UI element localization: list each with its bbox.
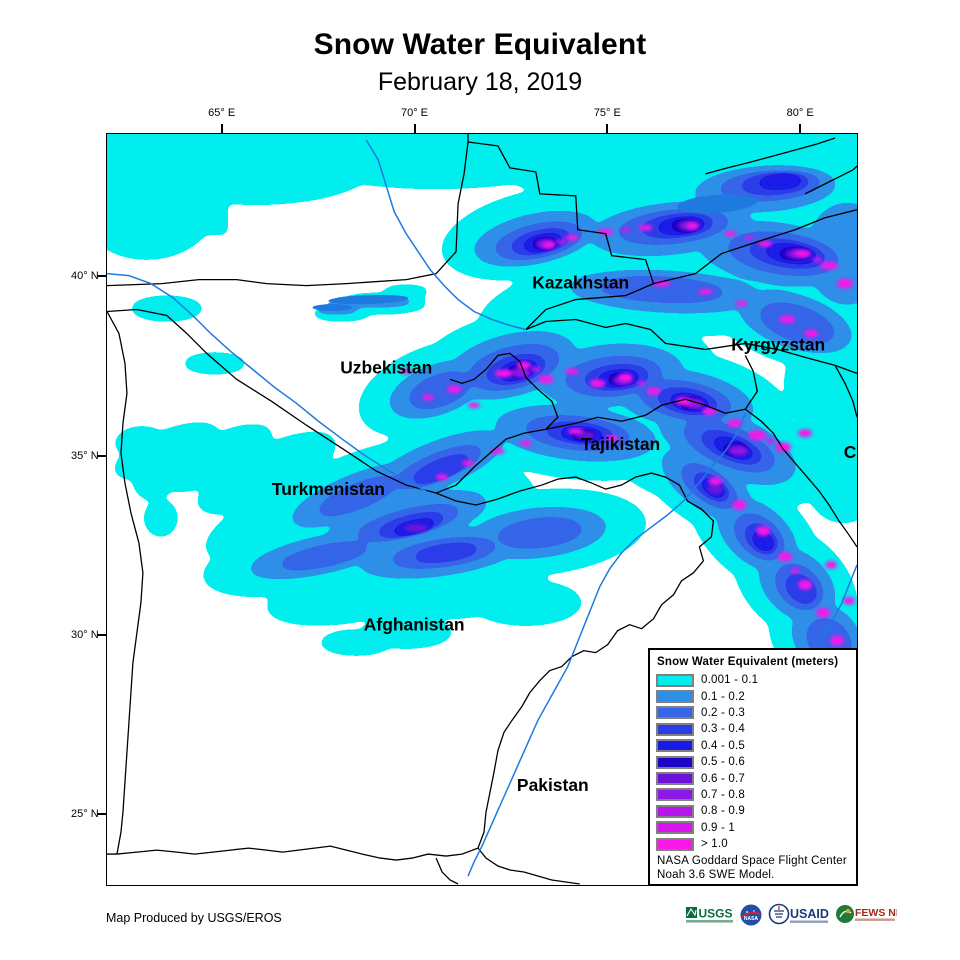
x-tick-label-70: 70° E [400, 107, 429, 119]
country-label-afghanistan: Afghanistan [364, 615, 465, 635]
nasa-logo: NASA [739, 902, 763, 928]
x-tick-label-75: 75° E [593, 107, 621, 119]
country-labels: Kazakhstan Uzbekistan Kyrgyzstan Tajikistan… [272, 273, 857, 796]
legend-label: 0.8 - 0.9 [701, 805, 745, 818]
country-label-uzbekistan: Uzbekistan [340, 357, 432, 377]
legend-swatch [656, 772, 694, 786]
y-tick-25 [97, 813, 106, 816]
legend-row: 0.5 - 0.6 [656, 754, 850, 770]
country-label-tajikistan: Tajikistan [581, 434, 660, 454]
legend-swatch [656, 837, 694, 851]
svg-text:NASA: NASA [744, 916, 759, 922]
legend-label: 0.3 - 0.4 [701, 723, 745, 736]
legend-row: 0.8 - 0.9 [656, 803, 850, 819]
x-tick-label-65: 65° E [208, 107, 236, 119]
page-subtitle: February 18, 2019 [377, 68, 583, 96]
legend-note-line-2: Noah 3.6 SWE Model. [657, 869, 775, 882]
y-tick-30 [97, 634, 106, 636]
legend-row: > 1.0 [656, 836, 850, 852]
legend-swatch [656, 690, 694, 704]
svg-text:USAID: USAID [790, 907, 829, 921]
legend-label: 0.001 - 0.1 [701, 674, 759, 687]
legend-label: 0.4 - 0.5 [701, 739, 745, 752]
legend-row: 0.9 - 1 [656, 820, 850, 836]
legend-row: 0.001 - 0.1 [656, 672, 850, 688]
y-tick-label-40: 40° N [71, 270, 99, 283]
legend-row: 0.3 - 0.4 [656, 721, 850, 737]
legend-entries: 0.001 - 0.1 0.1 - 0.2 0.2 - 0.3 0.3 - 0.4 0.… [656, 672, 850, 852]
legend-row: 0.1 - 0.2 [656, 688, 850, 704]
legend-label: 0.9 - 1 [701, 821, 736, 834]
legend-label: 0.6 - 0.7 [701, 772, 745, 785]
legend-swatch [656, 755, 694, 769]
legend-label: 0.5 - 0.6 [701, 756, 745, 769]
x-tick-80 [799, 124, 802, 133]
agency-logos: USGS NASA USAID FEWS NET [686, 902, 897, 928]
legend-swatch [656, 673, 694, 687]
usaid-logo: USAID [768, 902, 830, 928]
usgs-logo: USGS [686, 902, 734, 928]
legend-swatch [656, 804, 694, 818]
legend-swatch [656, 788, 694, 802]
y-tick-label-25: 25° N [71, 808, 99, 821]
x-tick-label-80: 80° E [786, 107, 814, 119]
legend-title: Snow Water Equivalent (meters) [657, 656, 839, 668]
legend-label: 0.2 - 0.3 [701, 706, 745, 719]
legend-row: 0.2 - 0.3 [656, 705, 850, 721]
legend-row: 0.7 - 0.8 [656, 787, 850, 803]
legend-swatch [656, 722, 694, 736]
country-label-turkmenistan: Turkmenistan [272, 479, 385, 499]
y-tick-label-35: 35° N [71, 449, 99, 462]
x-tick-75 [606, 124, 609, 133]
legend-label: 0.7 - 0.8 [701, 788, 745, 801]
x-tick-65 [220, 124, 223, 133]
legend-row: 0.4 - 0.5 [656, 738, 850, 754]
country-label-china: China [844, 442, 857, 462]
svg-text:FEWS NET: FEWS NET [855, 907, 897, 919]
x-tick-70 [413, 124, 416, 133]
legend-swatch [656, 706, 694, 720]
legend-swatch [656, 739, 694, 753]
page-title: Snow Water Equivalent [313, 28, 647, 61]
lakes [312, 194, 758, 312]
fewsnet-logo: FEWS NET [835, 902, 897, 928]
country-label-kazakhstan: Kazakhstan [532, 273, 629, 293]
y-tick-40 [97, 275, 106, 278]
legend-note-line-1: NASA Goddard Space Flight Center [657, 855, 847, 868]
y-tick-35 [97, 454, 106, 457]
y-tick-label-30: 30° N [71, 629, 99, 641]
map-legend: Snow Water Equivalent (meters) 0.001 - 0… [648, 648, 858, 886]
country-borders [107, 134, 857, 885]
legend-swatch [656, 821, 694, 835]
map-credit: Map Produced by USGS/EROS [106, 911, 282, 925]
country-label-pakistan: Pakistan [517, 775, 589, 795]
legend-label: > 1.0 [701, 838, 728, 851]
legend-row: 0.6 - 0.7 [656, 770, 850, 786]
svg-text:USGS: USGS [699, 907, 733, 921]
legend-label: 0.1 - 0.2 [701, 690, 745, 703]
country-label-kyrgyzstan: Kyrgyzstan [731, 334, 825, 354]
